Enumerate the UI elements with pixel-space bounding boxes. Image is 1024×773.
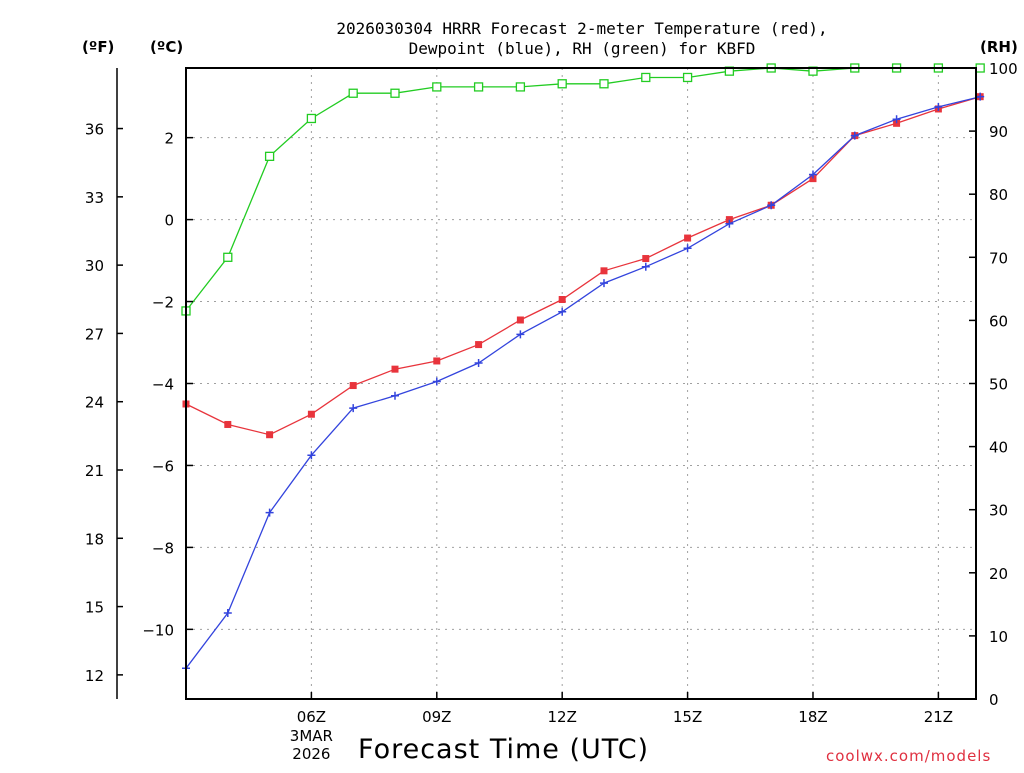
rh-point [223,252,233,262]
rh-point [473,82,484,92]
temperature-point [307,410,315,418]
temperature-point [893,119,901,127]
y-tick-label-fahrenheit: 27 [85,325,104,343]
y-tick-label-rh: 80 [989,186,1008,204]
temperature-point [725,216,733,224]
y-tick-label-celsius: −2 [152,294,174,312]
y-tick-label-fahrenheit: 15 [85,599,104,617]
x-tick-label: 06Z [297,708,326,726]
temperature-point [391,365,399,373]
unit-label-fahrenheit: (ºF) [82,38,114,56]
x-tick-label: 15Z [673,708,702,726]
dewpoint-point [976,92,985,101]
y-tick-label-rh: 20 [989,565,1008,583]
rh-point [515,82,526,92]
dewpoint-point [808,170,817,179]
rh-line [185,67,981,312]
temperature-point [809,175,817,183]
x-tick-label: 12Z [548,708,577,726]
temperature-point [516,316,524,324]
y-tick-label-fahrenheit: 21 [85,462,104,480]
temperature-point [684,234,692,242]
dewpoint-line [185,96,981,669]
rh-point [599,79,609,89]
temperature-point [349,382,357,390]
temperature-point [558,296,566,304]
y-tick-label-rh: 90 [989,123,1008,141]
temperature-point [642,255,650,263]
y-tick-label-celsius: 2 [164,130,174,148]
y-tick-label-fahrenheit: 18 [85,530,104,548]
y-tick-label-rh: 0 [989,691,999,709]
dewpoint-point [725,219,734,228]
y-tick-label-celsius: −8 [152,539,174,557]
chart-title-line2: Dewpoint (blue), RH (green) for KBFD [409,39,756,58]
temperature-point [266,431,274,439]
dewpoint-point [349,404,358,413]
y-tick-label-rh: 70 [989,249,1008,267]
y-tick-label-rh: 50 [989,376,1008,394]
y-tick-label-rh: 30 [989,502,1008,520]
temperature-point [224,420,232,428]
rh-point [432,82,442,92]
rh-point [264,151,275,161]
unit-label-celsius: (ºC) [150,38,183,56]
y-tick-label-fahrenheit: 12 [85,667,104,685]
y-tick-label-fahrenheit: 24 [85,394,104,412]
y-tick-label-fahrenheit: 30 [85,257,104,275]
temperature-point [600,267,608,275]
y-tick-label-fahrenheit: 33 [85,189,104,207]
y-tick-label-rh: 60 [989,312,1008,330]
y-tick-label-fahrenheit: 36 [85,121,104,139]
rh-point [641,72,651,83]
dewpoint-point [432,377,441,386]
x-date-label: 3MAR [290,727,333,745]
rh-point [348,88,358,98]
dewpoint-point [265,508,274,517]
dewpoint-point [767,201,776,210]
y-tick-label-celsius: −4 [152,376,174,394]
dewpoint-point [474,359,483,368]
y-tick-label-celsius: −10 [142,621,174,639]
dewpoint-point [641,262,650,271]
dewpoint-point [892,115,901,124]
x-tick-label: 18Z [798,708,827,726]
temperature-point [475,341,483,349]
dewpoint-point [683,244,692,253]
temperature-point [433,357,441,365]
dewpoint-point [223,608,232,617]
dewpoint-point [558,307,567,316]
plot-frame [185,67,977,700]
dewpoint-point [516,330,525,339]
dewpoint-point [307,451,316,460]
y-tick-label-celsius: −6 [152,457,174,475]
rh-point [390,88,400,98]
chart-title-line1: 2026030304 HRRR Forecast 2-meter Tempera… [336,19,827,38]
dewpoint-point [390,391,399,400]
y-tick-label-celsius: 0 [164,212,174,230]
credit-text: coolwx.com/models [826,747,991,765]
x-axis-title: Forecast Time (UTC) [358,734,649,765]
y-tick-label-rh: 100 [989,60,1018,78]
rh-point [975,63,985,73]
rh-point [557,79,567,89]
y-tick-label-rh: 40 [989,439,1008,457]
dewpoint-point [599,279,608,288]
rh-point [682,72,693,83]
y-tick-label-rh: 10 [989,628,1008,646]
x-year-label: 2026 [292,745,330,763]
x-tick-label: 09Z [422,708,451,726]
dewpoint-point [850,131,859,140]
x-tick-label: 21Z [924,708,953,726]
unit-label-rh: (RH) [980,38,1018,56]
rh-point [306,113,317,124]
dewpoint-point [934,102,943,111]
